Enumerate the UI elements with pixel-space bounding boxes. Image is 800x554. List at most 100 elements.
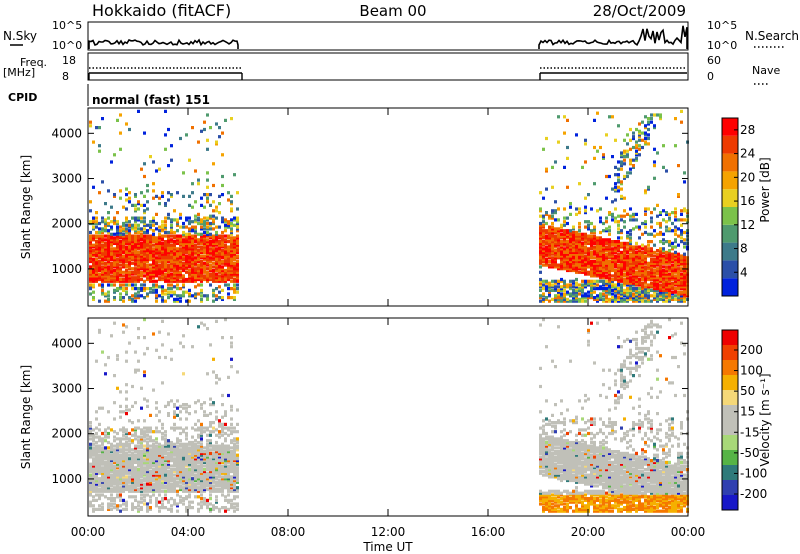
heatmap-cell: [635, 274, 638, 278]
heatmap-cell: [176, 484, 179, 488]
heatmap-cell: [89, 486, 92, 490]
heatmap-cell: [176, 261, 179, 265]
heatmap-cell: [194, 250, 197, 254]
heatmap-cell: [203, 205, 206, 209]
heatmap-cell: [611, 249, 614, 253]
heatmap-cell: [182, 283, 185, 287]
heatmap-cell: [167, 250, 170, 254]
heatmap-cell: [173, 451, 176, 455]
heatmap-cell: [587, 259, 590, 264]
heatmap-cell: [158, 250, 161, 254]
heatmap-cell: [548, 290, 551, 294]
heatmap-cell: [113, 279, 116, 283]
heatmap-cell: [653, 272, 656, 276]
heatmap-cell: [644, 207, 647, 211]
heatmap-cell: [671, 258, 674, 262]
heatmap-cell: [572, 225, 575, 229]
heatmap-cell: [131, 460, 134, 464]
heatmap-cell: [200, 238, 203, 242]
heatmap-cell: [170, 225, 173, 229]
heatmap-cell: [161, 422, 164, 426]
heatmap-cell: [614, 277, 617, 282]
heatmap-cell: [107, 272, 110, 276]
heatmap-cell: [539, 258, 542, 262]
heatmap-cell: [677, 296, 680, 300]
heatmap-cell: [122, 453, 125, 457]
heatmap-cell: [122, 283, 125, 287]
heatmap-cell: [188, 254, 191, 258]
heatmap-cell: [623, 225, 626, 229]
heatmap-cell: [584, 263, 587, 267]
heatmap-cell: [197, 218, 200, 222]
heatmap-cell: [116, 354, 119, 358]
heatmap-cell: [608, 254, 611, 258]
heatmap-cell: [611, 265, 614, 269]
heatmap-cell: [140, 267, 143, 271]
heatmap-cell: [107, 502, 110, 506]
heatmap-cell: [164, 442, 167, 446]
heatmap-cell: [665, 274, 668, 278]
heatmap-cell: [125, 455, 128, 459]
heatmap-cell: [122, 437, 125, 441]
heatmap-cell: [149, 482, 152, 486]
heatmap-cell: [131, 439, 134, 443]
heatmap-cell: [581, 236, 584, 240]
heatmap-cell: [167, 292, 170, 296]
heatmap-cell: [620, 283, 623, 287]
heatmap-cell: [656, 288, 659, 292]
heatmap-cell: [641, 261, 644, 265]
heatmap-cell: [113, 471, 116, 475]
heatmap-cell: [137, 243, 140, 247]
heatmap-cell: [677, 268, 680, 273]
heatmap-cell: [662, 285, 665, 289]
heatmap-cell: [602, 252, 605, 256]
heatmap-cell: [158, 459, 161, 463]
heatmap-cell: [623, 265, 626, 269]
heatmap-cell: [125, 448, 128, 452]
heatmap-cell: [614, 250, 617, 254]
heatmap-cell: [563, 297, 566, 301]
heatmap-cell: [194, 462, 197, 466]
heatmap-cell: [197, 469, 200, 474]
heatmap-cell: [92, 234, 95, 238]
heatmap-cell: [620, 263, 623, 267]
heatmap-cell: [173, 484, 176, 488]
heatmap-cell: [194, 486, 197, 490]
heatmap-cell: [188, 227, 191, 231]
heatmap-cell: [164, 245, 167, 249]
heatmap-cell: [575, 230, 578, 235]
heatmap-cell: [131, 272, 134, 276]
heatmap-cell: [119, 131, 122, 135]
heatmap-cell: [119, 471, 122, 475]
heatmap-cell: [605, 259, 608, 264]
heatmap-cell: [146, 486, 149, 490]
heatmap-cell: [203, 477, 206, 481]
heatmap-cell: [224, 259, 227, 264]
heatmap-cell: [113, 478, 116, 483]
heatmap-cell: [167, 480, 170, 484]
heatmap-cell: [143, 234, 146, 238]
heatmap-cell: [578, 258, 581, 262]
heatmap-cell: [578, 250, 581, 254]
heatmap-cell: [590, 236, 593, 240]
heatmap-cell: [176, 464, 179, 468]
heatmap-cell: [134, 287, 137, 291]
heatmap-cell: [170, 440, 173, 445]
heatmap-cell: [179, 267, 182, 271]
heatmap-cell: [140, 473, 143, 477]
heatmap-cell: [176, 482, 179, 486]
heatmap-cell: [149, 287, 152, 291]
heatmap-cell: [191, 435, 194, 439]
heatmap-cell: [92, 216, 95, 220]
heatmap-cell: [644, 115, 647, 119]
heatmap-cell: [98, 230, 101, 235]
heatmap-cell: [179, 444, 182, 448]
heatmap-cell: [641, 290, 644, 294]
heatmap-cell: [629, 147, 632, 151]
heatmap-cell: [98, 437, 101, 441]
heatmap-cell: [233, 272, 236, 276]
heatmap-cell: [566, 249, 569, 253]
heatmap-cell: [554, 236, 557, 240]
heatmap-cell: [596, 241, 599, 245]
heatmap-cell: [653, 274, 656, 278]
